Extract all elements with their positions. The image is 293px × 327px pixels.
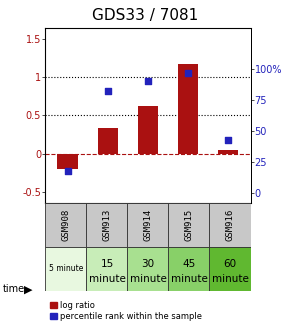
Text: 60: 60 bbox=[224, 259, 236, 269]
Text: 5 minute: 5 minute bbox=[49, 265, 83, 273]
Bar bbox=[45, 203, 86, 247]
Text: GSM908: GSM908 bbox=[62, 209, 70, 241]
Text: GSM915: GSM915 bbox=[185, 209, 193, 241]
Bar bbox=[138, 106, 158, 154]
Text: minute: minute bbox=[212, 274, 248, 284]
Text: GSM913: GSM913 bbox=[103, 209, 111, 241]
Text: 30: 30 bbox=[142, 259, 154, 269]
Bar bbox=[209, 203, 251, 247]
Text: minute: minute bbox=[171, 274, 207, 284]
Bar bbox=[168, 247, 209, 291]
Point bbox=[226, 137, 231, 142]
Text: minute: minute bbox=[88, 274, 125, 284]
Point bbox=[65, 168, 70, 173]
Bar bbox=[178, 64, 198, 154]
Text: 15: 15 bbox=[100, 259, 114, 269]
Bar bbox=[127, 247, 168, 291]
Point bbox=[146, 79, 150, 84]
Bar bbox=[86, 203, 127, 247]
Text: ▶: ▶ bbox=[24, 284, 33, 294]
Legend: log ratio, percentile rank within the sample: log ratio, percentile rank within the sa… bbox=[50, 301, 202, 321]
Text: GSM916: GSM916 bbox=[226, 209, 234, 241]
Bar bbox=[45, 247, 86, 291]
Bar bbox=[98, 129, 118, 154]
Bar bbox=[209, 247, 251, 291]
Bar bbox=[86, 247, 127, 291]
Text: time: time bbox=[3, 284, 25, 294]
Bar bbox=[168, 203, 209, 247]
Bar bbox=[127, 203, 168, 247]
Bar bbox=[57, 154, 78, 169]
Text: minute: minute bbox=[130, 274, 166, 284]
Text: GDS33 / 7081: GDS33 / 7081 bbox=[92, 8, 198, 23]
Text: GSM914: GSM914 bbox=[144, 209, 152, 241]
Point bbox=[186, 70, 190, 75]
Text: 45: 45 bbox=[182, 259, 196, 269]
Bar bbox=[218, 150, 239, 154]
Point bbox=[105, 89, 110, 94]
